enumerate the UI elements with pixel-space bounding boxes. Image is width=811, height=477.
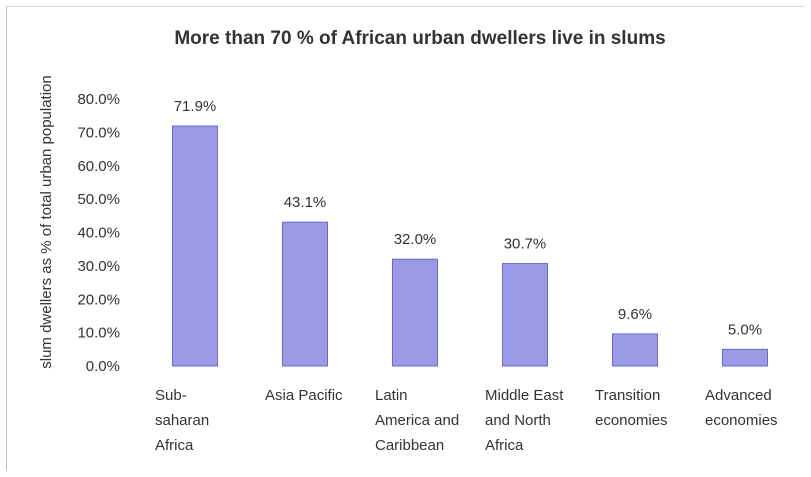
y-tick-label: 60.0% xyxy=(77,158,120,175)
x-tick-label: economies xyxy=(705,412,778,429)
chart-title: More than 70 % of African urban dwellers… xyxy=(174,28,665,49)
bar xyxy=(502,263,548,367)
data-label: 9.6% xyxy=(618,306,652,323)
bar xyxy=(282,221,328,367)
x-tick-label: Africa xyxy=(155,437,194,454)
x-tick-label: Transition xyxy=(595,387,660,404)
x-tick-label: Advanced xyxy=(705,387,772,404)
bars xyxy=(172,125,768,367)
x-tick-label: economies xyxy=(595,412,668,429)
x-tick-label: and North xyxy=(485,412,551,429)
x-tick-label: Caribbean xyxy=(375,437,444,454)
x-tick-label: Africa xyxy=(485,437,524,454)
y-tick-label: 70.0% xyxy=(77,124,120,141)
data-labels: 71.9% 43.1% 32.0% 30.7% 9.6% 5.0% xyxy=(174,98,762,338)
x-tick-label: Latin xyxy=(375,387,408,404)
y-tick-label: 80.0% xyxy=(77,91,120,108)
y-tick-label: 50.0% xyxy=(77,191,120,208)
x-tick-label: saharan xyxy=(155,412,209,429)
data-label: 71.9% xyxy=(174,98,217,115)
y-tick-label: 0.0% xyxy=(86,358,120,375)
y-axis-ticks: 0.0% 10.0% 20.0% 30.0% 40.0% 50.0% 60.0% 70.0% 8… xyxy=(77,91,120,375)
x-tick-label: America and xyxy=(375,412,459,429)
data-label: 5.0% xyxy=(728,321,762,338)
data-label: 43.1% xyxy=(284,194,327,211)
bar xyxy=(172,125,218,367)
data-label: 30.7% xyxy=(504,236,547,253)
bar xyxy=(612,333,658,367)
y-tick-label: 40.0% xyxy=(77,225,120,242)
bar xyxy=(392,258,438,367)
chart-frame xyxy=(6,6,804,470)
y-tick-label: 30.0% xyxy=(77,258,120,275)
x-tick-label: Asia Pacific xyxy=(265,387,343,404)
data-label: 32.0% xyxy=(394,231,437,248)
y-tick-label: 10.0% xyxy=(77,325,120,342)
y-tick-label: 20.0% xyxy=(77,291,120,308)
y-axis-label: slum dwellers as % of total urban popula… xyxy=(38,75,55,369)
x-tick-label: Middle East xyxy=(485,387,564,404)
bar xyxy=(722,348,768,367)
x-axis-ticks: Sub-saharan Africa Asia Pacific Latin Americ… xyxy=(155,387,778,454)
x-tick-label: Sub- xyxy=(155,387,187,404)
